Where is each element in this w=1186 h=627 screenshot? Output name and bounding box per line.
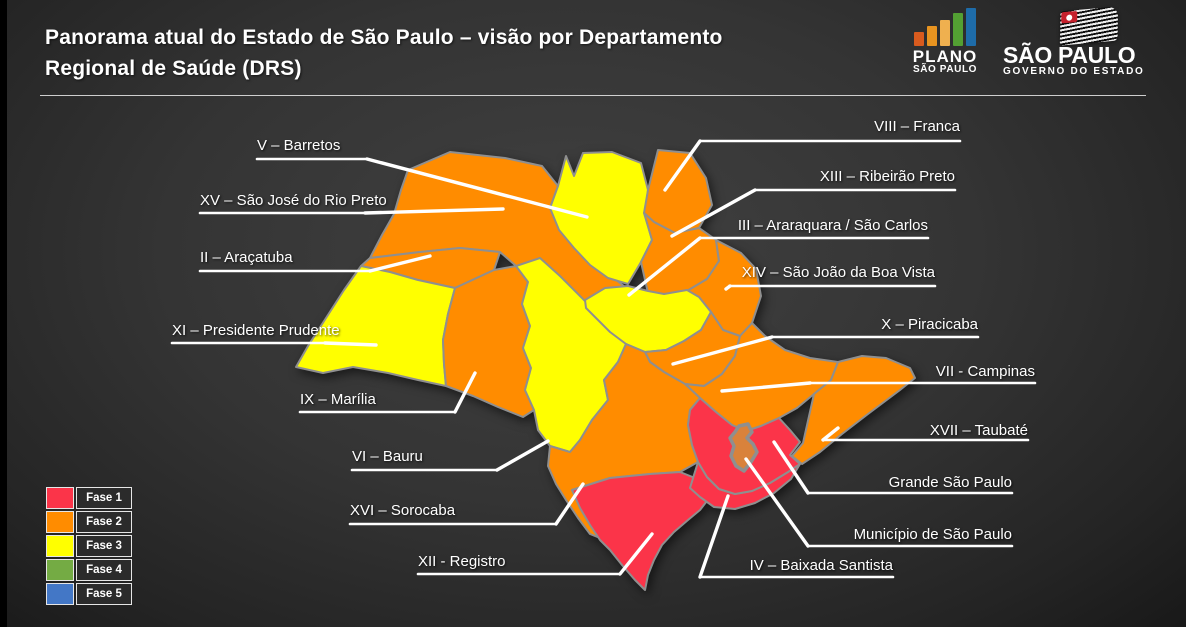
legend-row: Fase 5 (46, 583, 132, 605)
callout-leader-line (671, 335, 774, 366)
title-divider (40, 95, 1146, 96)
plano-sao-paulo-logo: PLANO SÃO PAULO (903, 8, 987, 75)
legend-swatch (46, 535, 74, 557)
callout-leader-line (495, 439, 550, 472)
callout-leader-line (724, 284, 732, 291)
region-presidente-prudente (295, 265, 456, 387)
legend-swatch (46, 487, 74, 509)
legend-label: Fase 3 (76, 535, 132, 557)
legend-swatch (46, 559, 74, 581)
region-registro (571, 471, 711, 591)
region-marilia (442, 265, 535, 418)
governo-logo-line2: GOVERNO DO ESTADO (1003, 66, 1145, 77)
legend-row: Fase 2 (46, 511, 132, 533)
slide-left-edge (0, 0, 7, 627)
callout-leader-line (365, 157, 589, 219)
legend-swatch (46, 583, 74, 605)
callout-leader-line (772, 440, 810, 495)
callout-leader-line (363, 207, 505, 215)
callout-leader-line (663, 139, 702, 192)
plano-bar-icon (966, 8, 976, 46)
plano-logo-line2: SÃO PAULO (912, 64, 978, 75)
legend-row: Fase 1 (46, 487, 132, 509)
legend-label: Fase 4 (76, 559, 132, 581)
plano-bar-icon (914, 32, 924, 46)
callout-leader-line (323, 341, 378, 347)
plano-logo-line1: PLANO (912, 47, 978, 66)
governo-logo-line1: SÃO PAULO (1003, 42, 1136, 68)
legend-row: Fase 4 (46, 559, 132, 581)
legend-label: Fase 1 (76, 487, 132, 509)
region-municipio-sao-paulo (728, 422, 759, 473)
governo-do-estado-logo: SÃO PAULO GOVERNO DO ESTADO (1003, 6, 1171, 78)
callout-leader-line (698, 494, 730, 579)
callout-leader-line (453, 371, 477, 414)
callout-leader-line (821, 426, 840, 442)
callout-leader-line (368, 254, 432, 273)
callout-leader-line (627, 236, 702, 297)
legend: Fase 1 Fase 2 Fase 3 Fase 4 Fase 5 (46, 487, 132, 607)
plano-bar-icon (953, 13, 963, 46)
legend-row: Fase 3 (46, 535, 132, 557)
legend-label: Fase 2 (76, 511, 132, 533)
callout-leader-line (618, 532, 654, 576)
plano-bar-icon (940, 20, 950, 46)
map-callout-lines (170, 139, 1037, 579)
callout-leader-line (670, 188, 757, 238)
callout-leader-line (720, 381, 812, 393)
legend-swatch (46, 511, 74, 533)
page-title: Panorama atual do Estado de São Paulo – … (45, 26, 723, 80)
callout-leader-line (554, 482, 585, 526)
legend-label: Fase 5 (76, 583, 132, 605)
callout-leader-line (744, 457, 810, 548)
plano-bar-icon (927, 26, 937, 46)
plano-bars-icon (903, 8, 987, 46)
